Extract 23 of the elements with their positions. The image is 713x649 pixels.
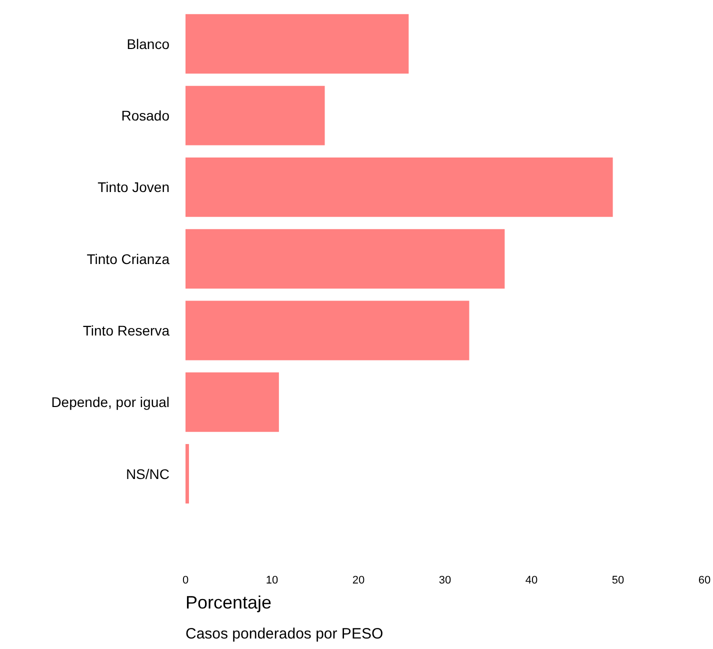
y-tick-label: Tinto Joven bbox=[98, 179, 170, 196]
bar bbox=[186, 300, 470, 360]
x-tick-label: 30 bbox=[438, 574, 452, 586]
text: Casos ponderados por PESO bbox=[186, 626, 384, 642]
bar bbox=[186, 157, 613, 217]
bar bbox=[186, 444, 189, 504]
x-tick-label: 40 bbox=[525, 574, 538, 586]
x-tick-label: 50 bbox=[612, 574, 624, 586]
y-tick-label: Tinto Crianza bbox=[86, 250, 170, 267]
bar bbox=[186, 86, 325, 146]
bar bbox=[186, 14, 409, 74]
bar bbox=[186, 229, 505, 289]
y-tick-label: Blanco bbox=[126, 36, 170, 52]
bar bbox=[186, 372, 279, 432]
x-tick-label: 20 bbox=[352, 574, 365, 586]
y-tick-label: Tinto Reserva bbox=[82, 322, 170, 338]
y-tick-label: NS/NC bbox=[126, 466, 170, 482]
x-tick-label: 0 bbox=[182, 574, 189, 586]
y-tick-label: Rosado bbox=[121, 108, 170, 124]
x-axis-title: Porcentaje bbox=[186, 592, 272, 612]
x-tick-label: 60 bbox=[698, 574, 711, 586]
y-tick-label: Depende, por igual bbox=[51, 394, 170, 410]
x-tick-label: 10 bbox=[266, 574, 278, 586]
